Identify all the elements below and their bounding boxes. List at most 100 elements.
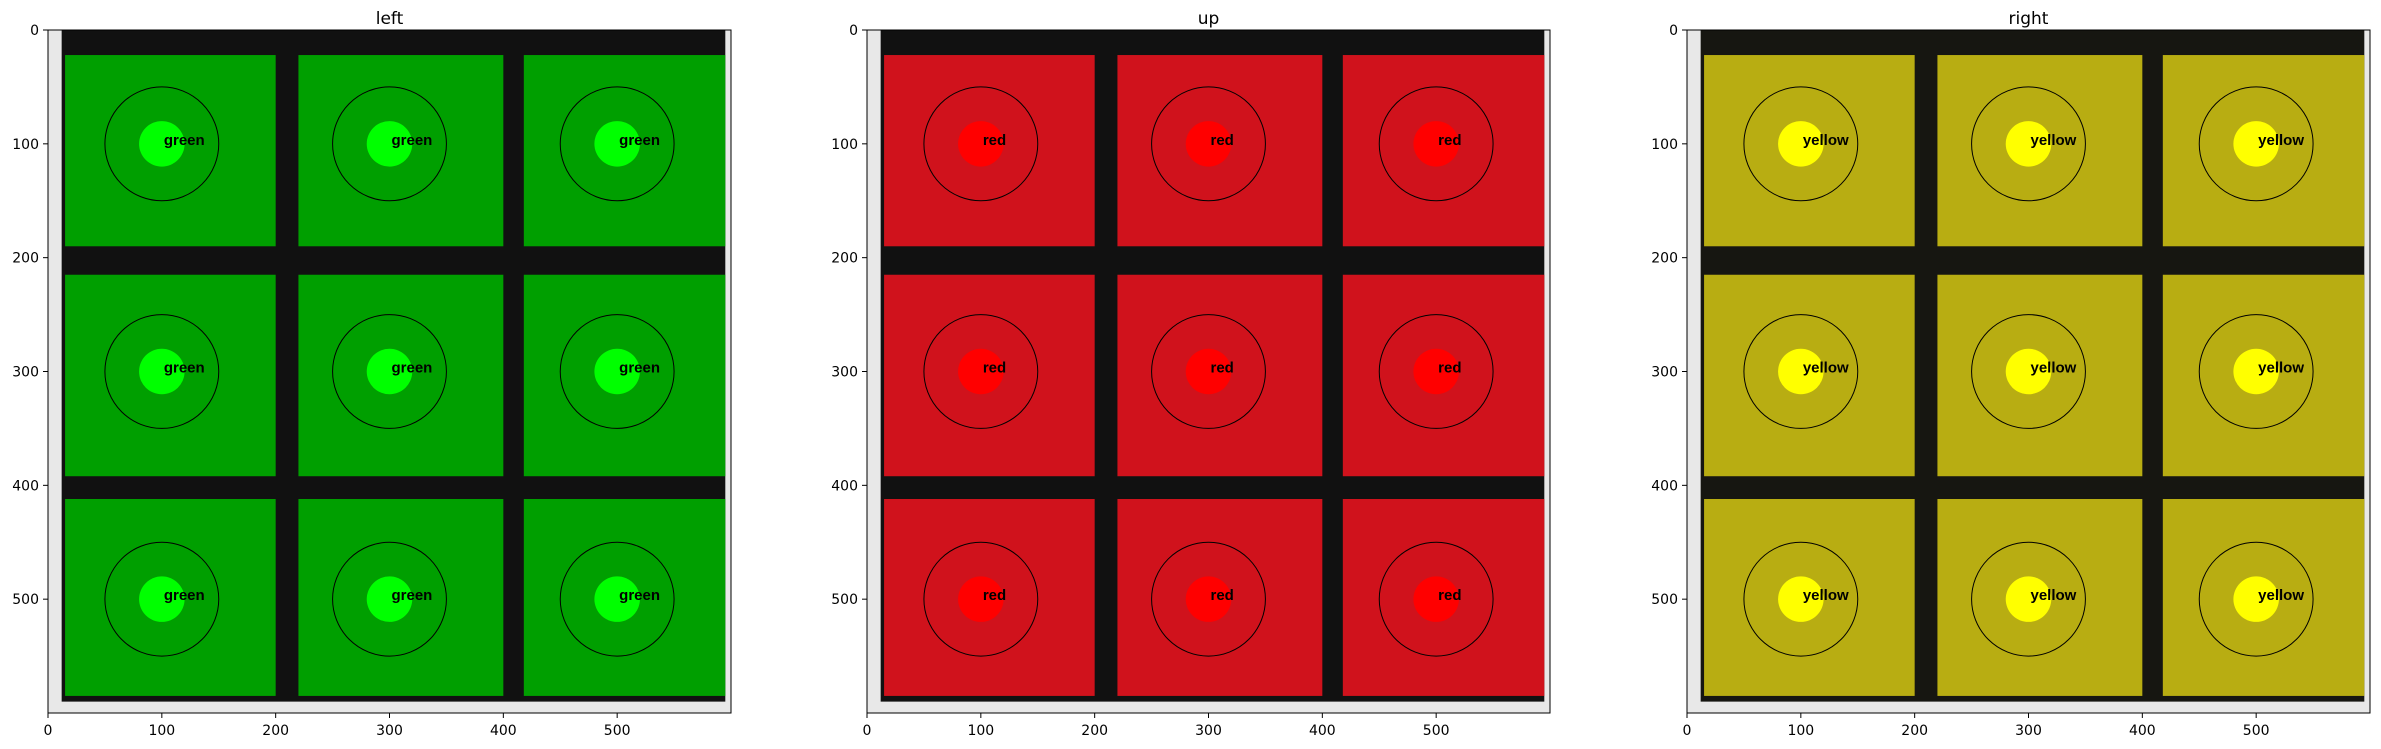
x-tick-label: 400	[2129, 723, 2156, 739]
center-marker	[1778, 348, 1824, 395]
cell-label: green	[619, 132, 660, 149]
cell-label: yellow	[1803, 132, 1849, 149]
center-marker	[2005, 121, 2052, 167]
y-tick-label: 500	[831, 592, 858, 608]
sample-circle	[1378, 86, 1494, 202]
y-tick-label: 100	[1651, 137, 1678, 153]
sample-circle	[1971, 86, 2086, 202]
image-area: green green green green green green green green…	[48, 30, 731, 713]
x-tick-label: 100	[1787, 723, 1814, 739]
sample-circle	[2198, 314, 2314, 429]
cell-label: yellow	[2031, 132, 2077, 149]
cell-label: green	[392, 587, 433, 604]
y-tick-label: 0	[30, 23, 39, 39]
sample-circle	[332, 314, 447, 429]
sample-circle	[1743, 86, 1859, 202]
center-marker	[958, 121, 1004, 167]
x-tick-label: 200	[262, 723, 289, 739]
center-marker	[958, 576, 1004, 622]
y-tick-label: 200	[12, 251, 39, 267]
panel-title-left: left	[376, 9, 404, 29]
cell-label: red	[1211, 587, 1234, 604]
y-tick-label: 300	[831, 365, 858, 381]
cell-label: red	[1438, 587, 1461, 604]
y-tick-label: 100	[831, 137, 858, 153]
panel-title-up: up	[1198, 9, 1220, 29]
panel-up: red red red red red red red red red 0 100 200 300 400…	[831, 9, 1551, 739]
x-tick-label: 0	[44, 723, 53, 739]
y-tick-label: 500	[12, 592, 39, 608]
sample-circle	[2198, 86, 2314, 202]
cell-label: yellow	[2258, 360, 2304, 377]
cell-label: red	[1438, 360, 1461, 377]
sample-circle	[1971, 541, 2086, 657]
x-tick-label: 500	[604, 723, 631, 739]
y-tick-label: 0	[1669, 23, 1678, 39]
y-tick-label: 400	[12, 478, 39, 494]
center-marker	[2005, 576, 2052, 622]
x-tick-label: 300	[1195, 723, 1222, 739]
center-marker	[1778, 121, 1824, 167]
sample-circle	[104, 86, 220, 202]
sample-circle	[332, 86, 447, 202]
sample-circle	[1151, 541, 1266, 657]
y-tick-label: 300	[12, 365, 39, 381]
center-marker	[958, 348, 1004, 395]
x-tick-label: 0	[863, 723, 872, 739]
y-tick-label: 100	[12, 137, 39, 153]
x-tick-label: 300	[376, 723, 403, 739]
center-marker	[2233, 121, 2279, 167]
sample-circle	[1971, 314, 2086, 429]
center-marker	[594, 576, 640, 622]
panel-left: green green green green green green green green…	[12, 9, 732, 739]
y-tick-label: 400	[1651, 478, 1678, 494]
y-tick-label: 200	[831, 251, 858, 267]
cell-label: green	[164, 587, 205, 604]
cell-label: yellow	[2031, 587, 2077, 604]
x-tick-label: 300	[2015, 723, 2042, 739]
cell-label: green	[619, 587, 660, 604]
image-area: red red red red red red red red red	[867, 30, 1550, 713]
cell-label: red	[983, 360, 1006, 377]
center-marker	[139, 576, 185, 622]
sample-circle	[559, 314, 675, 429]
cell-label: yellow	[2258, 587, 2304, 604]
sample-circle	[1378, 314, 1494, 429]
cell-label: red	[983, 132, 1006, 149]
x-tick-label: 400	[490, 723, 517, 739]
center-marker	[594, 121, 640, 167]
cell-label: green	[392, 132, 433, 149]
image-area: yellow yellow yellow yellow yellow yellow yell…	[1687, 30, 2370, 713]
y-tick-label: 0	[849, 23, 858, 39]
x-tick-label: 100	[148, 723, 175, 739]
x-tick-label: 400	[1309, 723, 1336, 739]
y-tick-label: 400	[831, 478, 858, 494]
center-marker	[139, 121, 185, 167]
cell-label: red	[1438, 132, 1461, 149]
y-tick-label: 500	[1651, 592, 1678, 608]
sample-circle	[1743, 541, 1859, 657]
panel-title-right: right	[2009, 9, 2049, 29]
sample-circle	[1378, 541, 1494, 657]
center-marker	[1185, 576, 1232, 622]
sample-circle	[332, 541, 447, 657]
sample-circle	[923, 314, 1039, 429]
center-marker	[2005, 348, 2052, 395]
cell-label: red	[983, 587, 1006, 604]
cell-label: green	[619, 360, 660, 377]
sample-circle	[559, 541, 675, 657]
x-tick-label: 500	[1423, 723, 1450, 739]
sample-circle	[1743, 314, 1859, 429]
cell-label: green	[164, 360, 205, 377]
sample-circle	[1151, 86, 1266, 202]
sample-circle	[104, 541, 220, 657]
center-marker	[366, 576, 413, 622]
center-marker	[594, 348, 640, 395]
x-tick-label: 200	[1081, 723, 1108, 739]
center-marker	[2233, 576, 2279, 622]
panel-right: yellow yellow yellow yellow yellow yellow yell…	[1651, 9, 2371, 739]
x-tick-label: 500	[2243, 723, 2270, 739]
center-marker	[2233, 348, 2279, 395]
cell-label: yellow	[1803, 360, 1849, 377]
